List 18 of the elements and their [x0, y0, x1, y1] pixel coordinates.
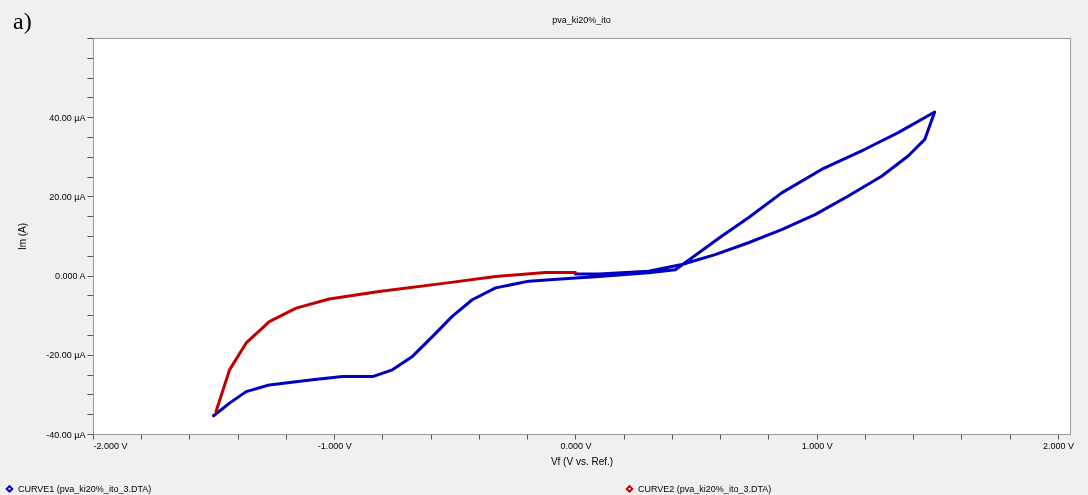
- y-tick-label: 40.00 µA: [49, 112, 86, 123]
- x-tick-label: 1.000 V: [801, 440, 833, 451]
- y-tick-label: 0.000 A: [54, 271, 86, 282]
- y-tick-label: -40.00 µA: [46, 429, 86, 440]
- y-tick-label: -20.00 µA: [46, 350, 86, 361]
- chart-title: pva_ki20%_ito: [552, 15, 611, 25]
- x-tick-label: -1.000 V: [317, 440, 352, 451]
- x-tick-label: 0.000 V: [560, 440, 592, 451]
- line-series: [214, 270, 577, 413]
- x-tick-label: -2.000 V: [93, 440, 128, 451]
- legend-label: CURVE2 (pva_ki20%_ito_3.DTA): [638, 483, 772, 494]
- line-series: [212, 110, 937, 418]
- y-axis-title: Im (A): [17, 222, 29, 251]
- x-axis-title: Vf (V vs. Ref.): [550, 455, 614, 467]
- y-tick-label: 20.00 µA: [49, 191, 86, 202]
- legend-label: CURVE1 (pva_ki20%_ito_3.DTA): [18, 483, 152, 494]
- x-tick-label: 2.000 V: [1042, 440, 1074, 451]
- text: a): [13, 8, 32, 34]
